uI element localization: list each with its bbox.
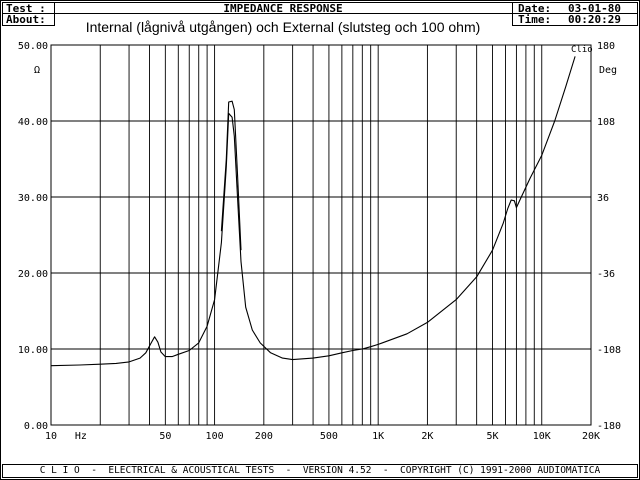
y-tick-label: 30.00 — [18, 193, 48, 204]
clio-badge: Clio — [571, 45, 593, 55]
y-tick-label: 10.00 — [18, 345, 48, 356]
x-tick-label: 20K — [582, 431, 600, 442]
chart-grid — [50, 44, 592, 426]
x-tick-label: 5K — [486, 431, 498, 442]
x-tick-label: 500 — [320, 431, 338, 442]
x-tick-label: 1K — [372, 431, 384, 442]
y-axis-unit: Ω — [34, 65, 40, 76]
series-line-2 — [220, 100, 242, 251]
x-tick-label: 200 — [255, 431, 273, 442]
y-tick-label: 20.00 — [18, 269, 48, 280]
x-tick-label: 100 — [206, 431, 224, 442]
time-value: 00:20:29 — [568, 13, 621, 26]
y2-axis-unit: Deg — [599, 65, 617, 76]
about-label: About: — [6, 13, 46, 26]
y-tick-label: 40.00 — [18, 117, 48, 128]
series-line-1 — [50, 56, 576, 367]
y2-tick-label: 36 — [597, 193, 609, 204]
footer-copyright: C L I O - ELECTRICAL & ACOUSTICAL TESTS … — [39, 465, 601, 476]
y2-tick-label: -36 — [597, 269, 615, 280]
x-tick-label: 10 — [45, 431, 57, 442]
y2-tick-label: 108 — [597, 117, 615, 128]
x-tick-label: 2K — [421, 431, 433, 442]
report-title: IMPEDANCE RESPONSE — [223, 2, 343, 15]
y2-tick-label: -108 — [597, 345, 621, 356]
time-label: Time: — [518, 13, 552, 26]
x-tick-label: 50 — [159, 431, 171, 442]
x-tick-label: 10K — [533, 431, 551, 442]
plot-area — [50, 44, 592, 426]
chart-axes: 0.00 10.00 20.00 30.00 40.00 50.00 -180 -108 -36… — [18, 41, 621, 442]
date-value: 03-01-80 — [568, 2, 621, 15]
chart-lines — [50, 56, 576, 367]
y2-tick-label: 180 — [597, 41, 615, 52]
test-label: Test : — [6, 2, 46, 15]
y-tick-label: 0.00 — [24, 421, 48, 432]
x-axis-unit: Hz — [75, 431, 87, 442]
date-label: Date: — [518, 2, 552, 15]
y-tick-label: 50.00 — [18, 41, 48, 52]
y2-tick-label: -180 — [597, 421, 621, 432]
chart-title: Internal (lågnivå utgången) och External… — [86, 19, 481, 35]
